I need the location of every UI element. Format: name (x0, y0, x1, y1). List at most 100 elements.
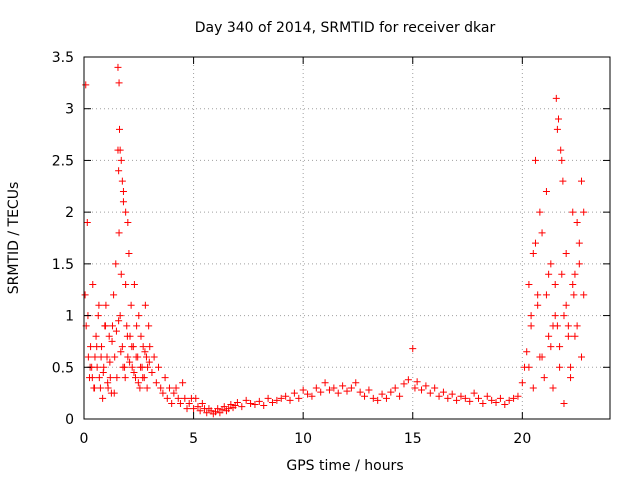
data-point (111, 353, 119, 361)
y-tick-label: 0.5 (52, 360, 74, 376)
data-point (145, 358, 153, 366)
data-point (527, 322, 535, 330)
y-tick-label: 3.5 (52, 50, 74, 66)
data-points (81, 63, 588, 418)
data-point (573, 322, 581, 330)
data-point (510, 394, 518, 402)
data-point (260, 402, 268, 410)
data-point (290, 389, 298, 397)
data-point (286, 396, 294, 404)
data-point (361, 392, 369, 400)
data-point (150, 353, 158, 361)
data-point (536, 208, 544, 216)
data-point (106, 374, 114, 382)
data-point (556, 343, 564, 351)
data-point (575, 260, 583, 268)
data-point (157, 384, 165, 392)
data-point (95, 374, 103, 382)
data-point (268, 398, 276, 406)
data-point (124, 353, 132, 361)
data-point (538, 353, 546, 361)
data-point (347, 384, 355, 392)
data-point (391, 384, 399, 392)
data-point (547, 343, 555, 351)
data-point (225, 405, 233, 413)
data-point (531, 239, 539, 247)
data-point (356, 388, 364, 396)
data-point (569, 208, 577, 216)
data-point (112, 327, 120, 335)
data-point (569, 281, 577, 289)
data-point (540, 374, 548, 382)
data-point (127, 301, 135, 309)
data-point (343, 387, 351, 395)
data-point (488, 396, 496, 404)
data-point (547, 260, 555, 268)
data-point (97, 353, 105, 361)
data-point (560, 399, 568, 407)
data-point (277, 394, 285, 402)
data-point (529, 250, 537, 258)
data-point (126, 358, 134, 366)
data-point (125, 250, 133, 258)
data-point (496, 394, 504, 402)
data-point (461, 394, 469, 402)
data-point (273, 396, 281, 404)
data-point (304, 390, 312, 398)
data-point (538, 229, 546, 237)
data-point (444, 394, 452, 402)
data-point (559, 177, 567, 185)
data-point (89, 281, 97, 289)
y-tick-label: 2.5 (52, 153, 74, 169)
data-point (527, 312, 535, 320)
data-point (91, 353, 99, 361)
data-point (119, 187, 127, 195)
data-point (108, 322, 116, 330)
data-point (135, 312, 143, 320)
data-point (145, 322, 153, 330)
data-point (431, 384, 439, 392)
data-point (242, 396, 250, 404)
data-point (374, 396, 382, 404)
data-point (264, 394, 272, 402)
data-point (387, 388, 395, 396)
data-point (142, 353, 150, 361)
data-point (557, 146, 565, 154)
data-point (176, 399, 184, 407)
data-point (553, 125, 561, 133)
data-point (123, 322, 131, 330)
data-point (551, 312, 559, 320)
data-point (122, 281, 130, 289)
data-point (82, 81, 90, 89)
data-point (122, 208, 130, 216)
data-point (118, 177, 126, 185)
data-point (132, 353, 140, 361)
data-point (117, 348, 125, 356)
data-point (139, 374, 147, 382)
data-point (466, 397, 474, 405)
data-point (134, 379, 142, 387)
y-tick-label: 3 (65, 102, 74, 118)
data-point (457, 392, 465, 400)
data-point (560, 312, 568, 320)
data-point (88, 374, 96, 382)
data-point (558, 270, 566, 278)
data-point (308, 392, 316, 400)
data-point (115, 167, 123, 175)
data-point (400, 380, 408, 388)
data-point (501, 401, 509, 409)
data-point (102, 301, 110, 309)
data-point (554, 115, 562, 123)
data-point (117, 270, 125, 278)
data-point (542, 187, 550, 195)
data-point (119, 198, 127, 206)
data-point (549, 322, 557, 330)
data-point (475, 394, 482, 402)
data-point (567, 374, 575, 382)
axis-ticks: 0 5 10 15 20 0 0.5 1 1.5 2 2.5 3 3.5 (52, 50, 610, 447)
data-point (295, 394, 303, 402)
data-point (233, 398, 241, 406)
x-tick-label: 15 (404, 431, 422, 447)
data-point (214, 405, 222, 413)
data-point (108, 337, 116, 345)
